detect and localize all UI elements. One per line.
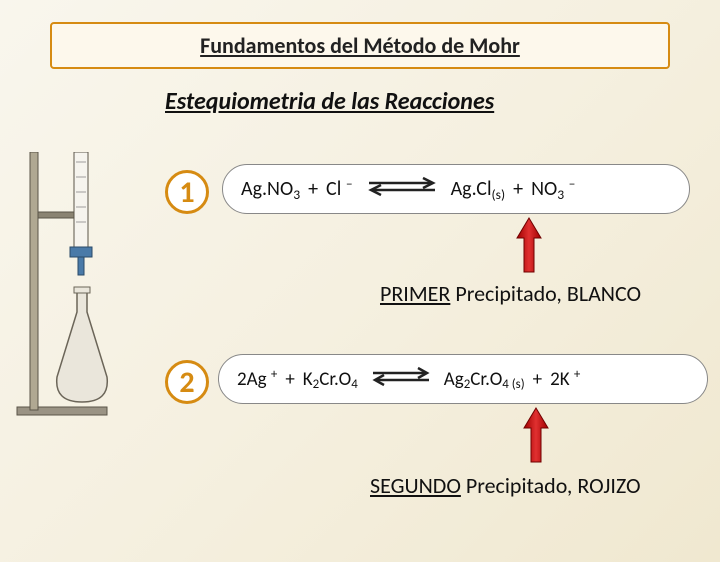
eq1-product2: NO3 – <box>531 177 575 201</box>
eq2-product1: Ag2Cr.O4 (s) <box>444 368 525 391</box>
subtitle: Estequiometria de las Reacciones <box>165 87 720 116</box>
eq1-reagent2: Cl – <box>326 177 353 201</box>
annotation-1: PRIMER Precipitado, BLANCO <box>380 280 641 307</box>
title-bar: Fundamentos del Método de Mohr <box>50 22 670 69</box>
up-arrow-icon <box>515 216 543 276</box>
step-badge-1: 1 <box>165 170 209 214</box>
equilibrium-arrow-icon <box>370 365 432 393</box>
annotation-2-u: SEGUNDO <box>370 472 461 499</box>
eq2-product2: 2K + <box>550 368 580 391</box>
annotation-2: SEGUNDO Precipitado, ROJIZO <box>370 472 641 499</box>
plus-icon: + <box>285 368 294 391</box>
title-text: Fundamentos del Método de Mohr <box>200 32 520 59</box>
eq1-product1: Ag.Cl(s) <box>451 177 505 201</box>
equilibrium-arrow-icon <box>365 175 439 203</box>
titration-illustration <box>12 152 157 422</box>
eq2-reagent2: K2Cr.O4 <box>303 368 358 391</box>
annotation-1-rest: Precipitado, BLANCO <box>450 280 641 307</box>
annotation-2-rest: Precipitado, ROJIZO <box>461 472 641 499</box>
step-badge-2: 2 <box>165 360 209 404</box>
plus-icon: + <box>308 177 318 201</box>
eq2-reagent1: 2Ag + <box>237 368 277 391</box>
plus-icon: + <box>533 368 542 391</box>
equation-1: Ag.NO3 + Cl – Ag.Cl(s) + NO3 – <box>222 164 690 214</box>
plus-icon: + <box>513 177 523 201</box>
step-num-1: 1 <box>179 174 194 211</box>
eq1-reagent1: Ag.NO3 <box>241 177 300 201</box>
up-arrow-icon <box>522 406 550 466</box>
step-num-2: 2 <box>179 364 194 401</box>
equation-2: 2Ag + + K2Cr.O4 Ag2Cr.O4 (s) + 2K + <box>218 354 708 404</box>
annotation-1-u: PRIMER <box>380 280 450 307</box>
